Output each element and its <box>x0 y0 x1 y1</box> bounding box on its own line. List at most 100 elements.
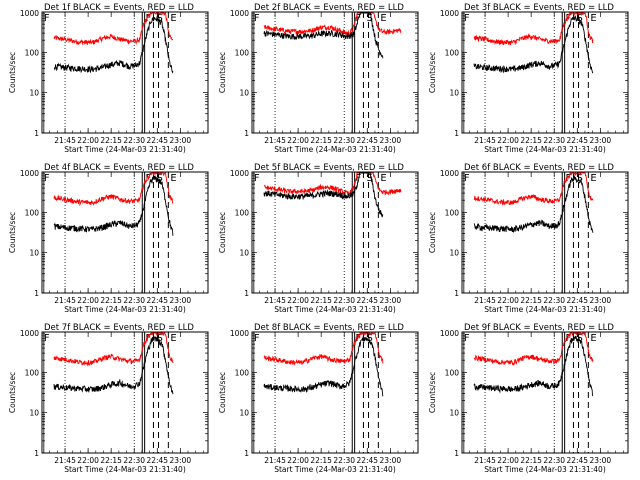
y-tick-label: 1 <box>244 289 249 298</box>
x-tick-label: 22:15 <box>310 456 332 465</box>
x-axis-label: Start Time (24-Mar-03 21:31:40) <box>64 145 186 154</box>
x-tick-label: 21:45 <box>264 456 286 465</box>
x-tick-label: 22:45 <box>356 136 378 145</box>
plot-frame <box>251 11 419 134</box>
marker-label: E <box>170 173 176 184</box>
panel-title: Det 9f BLACK = Events, RED = LLD <box>464 323 614 333</box>
series-lld-line <box>53 171 174 207</box>
plot-frame <box>251 331 419 454</box>
y-tick-label: 1 <box>244 129 249 138</box>
y-tick-label: 1000 <box>440 9 459 18</box>
x-tick-label: 23:00 <box>380 456 402 465</box>
marker-label: E <box>380 173 386 184</box>
marker-label: F <box>254 13 260 24</box>
y-tick-label: 100 <box>235 208 250 217</box>
x-tick-label: 21:45 <box>54 456 76 465</box>
marker-label: F <box>44 173 50 184</box>
series-lld-line <box>473 331 594 366</box>
y-axis-label: Counts/sec <box>428 52 437 93</box>
panel-title: Det 1f BLACK = Events, RED = LLD <box>44 3 194 13</box>
y-tick-label: 10 <box>449 409 459 418</box>
y-axis-label: Counts/sec <box>8 212 17 253</box>
marker-label: F <box>464 333 470 344</box>
y-tick-label: 1 <box>34 129 39 138</box>
series-events-line <box>473 14 594 74</box>
marker-label: E <box>380 13 386 24</box>
y-tick-label: 10 <box>239 249 249 258</box>
x-tick-label: 22:00 <box>77 296 99 305</box>
marker-label: F <box>565 173 571 184</box>
y-tick-label: 1 <box>454 289 459 298</box>
y-tick-label: 100 <box>235 368 250 377</box>
marker-label: F <box>464 173 470 184</box>
x-tick-label: 22:30 <box>123 136 145 145</box>
x-tick-label: 23:00 <box>380 136 402 145</box>
series-events-line <box>263 172 384 218</box>
x-tick-label: 22:30 <box>543 296 565 305</box>
y-axis-label: Counts/sec <box>218 52 227 93</box>
x-tick-label: 23:00 <box>170 136 192 145</box>
x-tick-label: 21:45 <box>474 296 496 305</box>
series-lld-line <box>263 172 402 196</box>
series-lld-line <box>53 11 174 46</box>
x-axis-label: Start Time (24-Mar-03 21:31:40) <box>64 305 186 314</box>
marker-label: F <box>44 13 50 24</box>
y-tick-label: 1 <box>454 129 459 138</box>
x-axis-label: Start Time (24-Mar-03 21:31:40) <box>274 305 396 314</box>
marker-label: F <box>254 173 260 184</box>
series-events-line <box>473 335 594 397</box>
y-tick-label: 100 <box>445 48 460 57</box>
x-tick-label: 21:45 <box>54 296 76 305</box>
x-tick-label: 22:45 <box>566 136 588 145</box>
marker-label: E <box>170 13 176 24</box>
y-tick-label: 100 <box>235 48 250 57</box>
marker-label: F <box>145 333 151 344</box>
x-tick-label: 22:00 <box>497 296 519 305</box>
x-tick-label: 22:00 <box>497 456 519 465</box>
series-events-line <box>473 175 594 234</box>
x-tick-label: 22:30 <box>123 456 145 465</box>
x-tick-label: 22:30 <box>543 136 565 145</box>
x-tick-label: 22:30 <box>333 296 355 305</box>
series-events-line <box>53 335 174 395</box>
x-axis-label: Start Time (24-Mar-03 21:31:40) <box>274 145 396 154</box>
marker-label: S <box>157 173 163 184</box>
y-tick-label: 100 <box>25 48 40 57</box>
marker-label: F <box>145 13 151 24</box>
x-tick-label: 23:00 <box>170 456 192 465</box>
plot-frame <box>41 11 209 134</box>
y-tick-label: 1000 <box>230 329 249 338</box>
series-lld-line <box>263 12 402 37</box>
x-tick-label: 22:00 <box>77 456 99 465</box>
plot-frame <box>461 331 629 454</box>
marker-label: F <box>464 13 470 24</box>
x-axis-label: Start Time (24-Mar-03 21:31:40) <box>274 465 396 474</box>
y-tick-label: 1000 <box>440 169 459 178</box>
x-tick-label: 22:15 <box>310 296 332 305</box>
y-tick-label: 1000 <box>20 329 39 338</box>
x-tick-label: 22:30 <box>123 296 145 305</box>
y-tick-label: 10 <box>29 89 39 98</box>
series-lld-line <box>473 11 594 46</box>
marker-label: F <box>565 333 571 344</box>
series-lld-line <box>263 331 384 366</box>
x-tick-label: 22:30 <box>333 136 355 145</box>
x-axis-label: Start Time (24-Mar-03 21:31:40) <box>484 465 606 474</box>
y-tick-label: 10 <box>29 409 39 418</box>
plot-frame <box>461 171 629 294</box>
y-tick-label: 10 <box>239 409 249 418</box>
y-tick-label: 100 <box>25 368 40 377</box>
series-events-line <box>263 336 384 397</box>
series-events-line <box>263 12 384 59</box>
x-tick-label: 22:00 <box>497 136 519 145</box>
y-axis-label: Counts/sec <box>218 212 227 253</box>
series-lld-line <box>53 331 174 367</box>
x-axis-label: Start Time (24-Mar-03 21:31:40) <box>484 145 606 154</box>
y-tick-label: 10 <box>449 249 459 258</box>
